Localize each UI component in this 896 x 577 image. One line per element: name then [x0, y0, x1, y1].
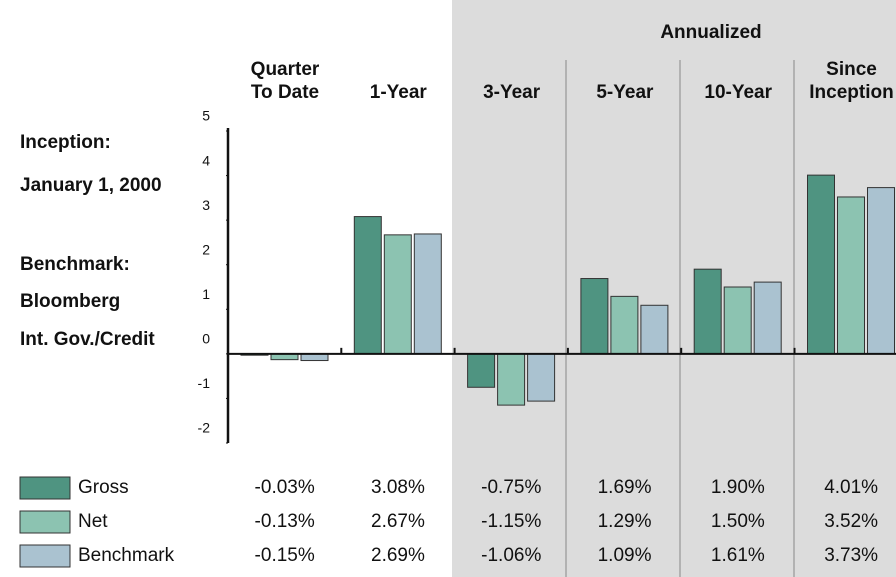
bar [580, 278, 609, 355]
value-label: 4.01% [824, 477, 878, 498]
bar [640, 304, 669, 355]
bar [753, 281, 782, 355]
annotation: Benchmark: [20, 254, 130, 275]
value-label: 1.90% [711, 477, 765, 498]
annotation: Inception: [20, 132, 111, 153]
annotation: Bloomberg [20, 291, 120, 312]
value-label: 1.50% [711, 511, 765, 532]
header: Annualized [660, 22, 761, 43]
bar [693, 268, 722, 355]
category-label: 5-Year [596, 82, 654, 103]
y-tick-label: 4 [202, 152, 210, 168]
category-label: Quarter To Date [250, 59, 320, 103]
legend-swatch [19, 476, 71, 500]
category-label: Since Inception [809, 59, 894, 103]
annotation: January 1, 2000 [20, 175, 162, 196]
bar [867, 187, 895, 355]
y-tick-label: 1 [202, 286, 210, 302]
value-label: 1.61% [711, 545, 765, 566]
y-tick-label: -2 [198, 420, 211, 436]
value-label: 1.69% [598, 477, 652, 498]
value-label: 1.09% [598, 545, 652, 566]
value-label: -0.03% [255, 477, 315, 498]
bar [497, 353, 526, 406]
annotation: Int. Gov./Credit [20, 329, 155, 350]
value-label: 3.73% [824, 545, 878, 566]
legend-label: Net [78, 511, 108, 532]
y-tick-label: -1 [198, 375, 211, 391]
bar [467, 353, 496, 388]
bar [300, 353, 329, 362]
value-label: -0.15% [255, 545, 315, 566]
bar [413, 233, 442, 355]
legend-swatch [19, 544, 71, 568]
value-label: -1.06% [481, 545, 541, 566]
category-label: 10-Year [704, 82, 772, 103]
value-label: -1.15% [481, 511, 541, 532]
bar [610, 295, 639, 355]
value-label: -0.13% [255, 511, 315, 532]
bar [807, 174, 835, 355]
value-label: -0.75% [481, 477, 541, 498]
bar [723, 286, 752, 355]
bar [383, 234, 412, 355]
legend-label: Benchmark [78, 545, 175, 566]
y-tick-label: 0 [202, 331, 210, 347]
y-tick-label: 5 [202, 108, 210, 124]
value-label: 2.69% [371, 545, 425, 566]
legend-swatch [19, 510, 71, 534]
value-label: 2.67% [371, 511, 425, 532]
y-tick-label: 2 [202, 241, 210, 257]
bar [837, 196, 865, 355]
category-label: 1-Year [369, 82, 427, 103]
value-label: 3.52% [824, 511, 878, 532]
legend-label: Gross [78, 477, 129, 498]
y-tick-label: 3 [202, 197, 210, 213]
value-label: 1.29% [598, 511, 652, 532]
category-label: 3-Year [483, 82, 541, 103]
value-label: 3.08% [371, 477, 425, 498]
bar [527, 353, 556, 402]
bar [353, 216, 382, 355]
